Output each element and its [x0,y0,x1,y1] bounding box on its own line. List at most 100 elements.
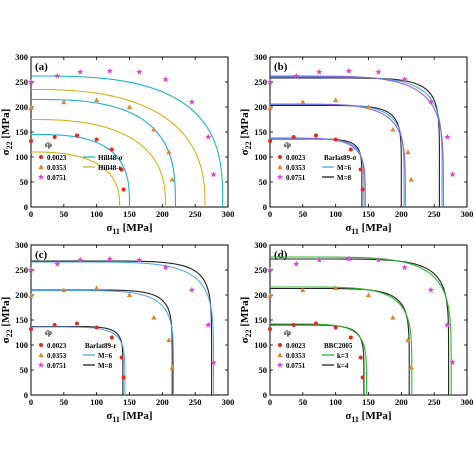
legend-curve-label: k=3 [337,352,349,360]
legend-curve-label: k=4 [337,362,349,370]
curve-k3-3 [270,256,452,395]
panel-d: 0 50 100 150 200 250 300 0 50 100 150 200 250 300 σ11 … [239,240,473,424]
x-tick-label: 0 [268,397,272,407]
curve-hill48-sigma-3 [31,75,224,207]
x-tick-label: 50 [60,397,69,407]
marker-star-0.0751 [188,286,196,293]
curve-barlat89-sigma-1 [270,137,366,207]
x-tick-label: 200 [395,397,408,407]
curve-m6-3 [270,76,443,207]
legend-series-label: 0.0023 [286,342,306,350]
x-tick-label: 150 [123,397,136,407]
marker-star-0.0751 [444,133,451,140]
legend-header: ε̄p [45,141,52,149]
panel-label: (b) [274,61,288,73]
marker-star-0.0751 [449,359,456,366]
marker-circle-0.0023 [268,327,272,331]
curves-group [270,256,452,395]
y-tick-label: 50 [259,365,268,375]
y-tick-label: 150 [15,127,28,137]
curve-hill48-r-3 [31,88,206,207]
legend-series-label: 0.0353 [47,164,67,172]
marker-triangle-0.0353 [28,105,34,111]
marker-circle-0.0023 [121,187,126,192]
curve-k3-2 [270,286,413,395]
legend-marker-0.0353 [277,352,283,358]
y-tick-label: 200 [15,102,28,112]
x-tick-label: 300 [461,397,474,407]
x-tick-label: 100 [329,397,342,407]
marker-circle-0.0023 [313,321,318,326]
curve-m8-3 [31,260,213,395]
curve-m6-2 [31,290,174,395]
marker-star-0.0751 [210,171,217,178]
panel-label: (a) [35,61,48,73]
curve-m6-1 [31,326,126,395]
marker-circle-0.0023 [358,167,363,172]
marker-star-0.0751 [345,67,352,74]
legend-header: ε̄p [284,329,291,337]
y-axis-title: σ22 [MPa] [239,109,253,156]
legend-header: ε̄p [284,141,291,149]
marker-star-0.0751 [54,72,61,79]
curves-group [270,75,444,207]
x-tick-label: 0 [29,397,33,407]
legend-marker-0.0353 [38,164,44,170]
y-tick-label: 100 [254,152,267,162]
marker-circle-0.0023 [291,135,296,139]
x-tick-label: 100 [90,397,103,407]
y-axis-title: σ22 [MPa] [239,297,253,344]
curve-barlat89-sigma-2 [270,103,406,207]
y-tick-label: 250 [15,265,28,275]
marker-star-0.0751 [27,78,35,85]
x-tick-label: 300 [461,209,474,219]
marker-star-0.0751 [449,171,456,178]
marker-star-0.0751 [27,266,35,273]
plot-frame [269,244,468,396]
marker-star-0.0751 [293,72,300,79]
legend-curve-label: Barlat89-r [85,342,117,350]
x-tick-label: 100 [329,209,342,219]
marker-star-0.0751 [375,256,382,263]
marker-triangle-0.0353 [169,176,175,182]
marker-circle-0.0023 [333,325,338,330]
legend-series-label: 0.0751 [286,362,306,370]
x-tick-label: 250 [189,397,202,407]
x-tick-label: 150 [123,209,136,219]
y-tick-label: 300 [254,52,267,62]
marker-triangle-0.0353 [61,287,67,293]
marker-star-0.0751 [162,76,169,83]
y-tick-label: 150 [254,315,267,325]
marker-star-0.0751 [444,321,451,328]
y-tick-label: 250 [15,77,28,87]
legend-series-label: 0.0023 [47,154,67,162]
legend-marker-0.0751 [276,173,284,180]
y-tick-label: 50 [20,365,29,375]
y-tick-label: 250 [254,265,267,275]
marker-triangle-0.0353 [333,285,339,291]
panel-label: (d) [274,249,288,261]
marker-star-0.0751 [54,260,61,267]
x-tick-label: 200 [156,397,169,407]
legend-curve-label: M=8 [337,174,352,182]
legend-marker-0.0023 [39,343,43,347]
marker-circle-0.0023 [348,147,353,152]
curve-hill48-r-2 [31,118,167,207]
x-tick-label: 300 [222,209,235,219]
marker-circle-0.0023 [29,139,33,143]
curve-k4-3 [270,258,450,395]
marker-triangle-0.0353 [408,364,414,370]
marker-star-0.0751 [205,321,212,328]
y-axis-title: σ22 [MPa] [0,297,14,344]
legend-series-label: 0.0023 [286,154,306,162]
x-tick-label: 100 [90,209,103,219]
legend-curve-label: Hill48-σ [98,154,123,162]
marker-triangle-0.0353 [390,314,396,320]
y-tick-label: 300 [15,52,28,62]
legend-marker-0.0353 [38,352,44,358]
curve-hill48-sigma-2 [31,98,177,207]
marker-circle-0.0023 [94,325,99,330]
marker-star-0.0751 [427,286,435,293]
x-axis-title: σ11 [MPa] [345,222,391,236]
marker-star-0.0751 [136,256,143,263]
